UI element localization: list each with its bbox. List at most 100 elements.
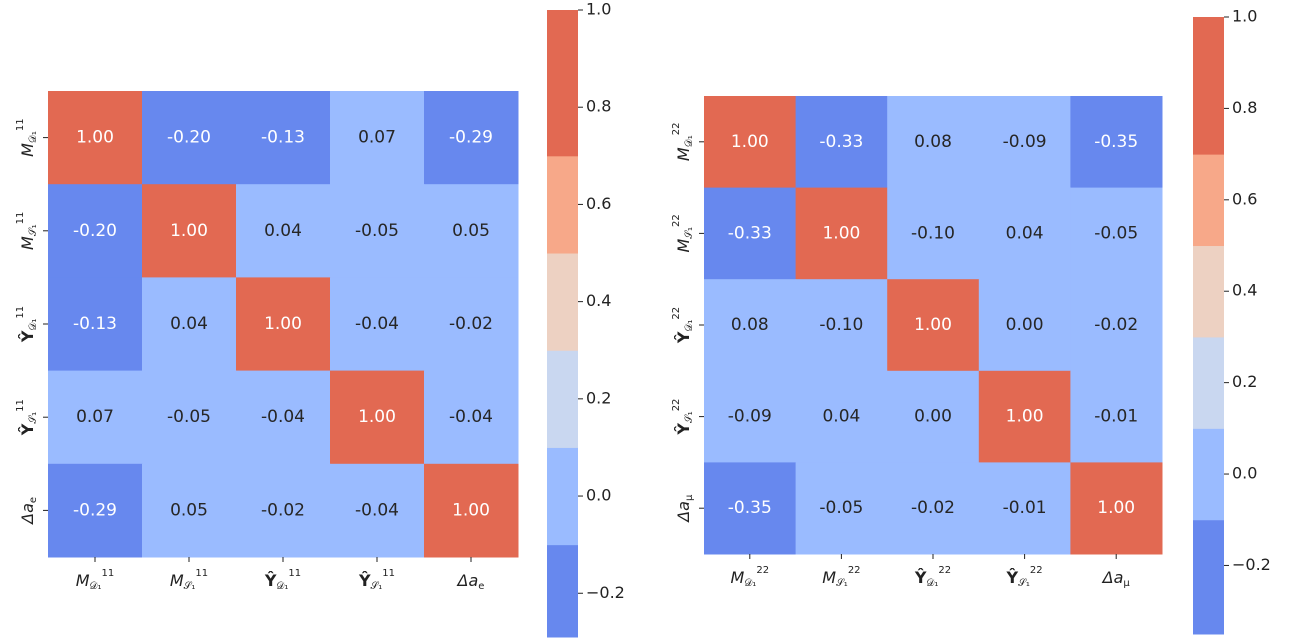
x-tick-label: M𝒟₁11 (76, 568, 115, 592)
heatmap-cell (887, 279, 980, 372)
cell-value-label: 0.07 (358, 128, 396, 148)
y-tick-label: M𝒟₁11 (15, 118, 39, 157)
colorbar-tick-label: 1.0 (1232, 7, 1257, 26)
colorbar-tick-label: 0.2 (586, 388, 611, 407)
heatmap-cell (424, 370, 519, 465)
heatmap-cell (704, 96, 797, 189)
cell-value-label: -0.04 (355, 314, 399, 334)
cell-value-label: -0.10 (911, 223, 955, 243)
cell-value-label: -0.35 (1094, 132, 1138, 152)
heatmap-cell (704, 187, 797, 280)
cell-value-label: 1.00 (822, 223, 860, 243)
heatmap-cell (978, 279, 1071, 372)
colorbar-tick-label: 0.8 (1232, 98, 1257, 117)
heatmap-cell (236, 370, 331, 465)
heatmap-cell (978, 462, 1071, 555)
heatmap-cell (142, 370, 237, 465)
heatmap-cell (330, 370, 425, 465)
heatmap-cell (236, 463, 331, 558)
cell-value-label: -0.10 (819, 315, 863, 335)
cell-value-label: -0.29 (449, 128, 493, 148)
colorbar-tick-label: −0.2 (586, 583, 625, 602)
heatmap-cell (1070, 279, 1163, 372)
colorbar-tick-label: 0.6 (586, 194, 611, 213)
heatmap-cell (704, 279, 797, 372)
x-tick-label: Ŷ𝒟₁22 (914, 565, 951, 589)
colorbar-segment (547, 544, 578, 638)
cell-value-label: -0.02 (911, 498, 955, 518)
cell-value-label: 1.00 (264, 314, 302, 334)
cell-value-label: -0.35 (728, 498, 772, 518)
heatmap-left: 1.00 -0.20 -0.13 0.07 -0.29 -0.20 1.00 0.04 -0.0… (15, 91, 519, 592)
cell-value-label: -0.05 (1094, 223, 1138, 243)
cell-value-label: 0.04 (822, 407, 860, 427)
colorbar-segment (547, 10, 578, 157)
heatmap-cell (48, 91, 143, 185)
cell-value-label: 0.04 (264, 221, 302, 241)
cell-value-label: 1.00 (76, 128, 114, 148)
heatmap-cell (424, 91, 519, 185)
heatmap-cell (424, 463, 519, 558)
cell-value-label: 0.05 (170, 500, 208, 520)
heatmap-cell (704, 462, 797, 555)
cell-value-label: 1.00 (1097, 498, 1135, 518)
y-tick-label: Ŷ𝒟₁11 (15, 306, 39, 343)
cell-value-label: -0.05 (819, 498, 863, 518)
cell-value-label: 0.04 (170, 314, 208, 334)
heatmap-cell (330, 91, 425, 185)
colorbar-segment (547, 155, 578, 254)
heatmap-cell (236, 91, 331, 185)
heatmap-cell (48, 277, 143, 372)
cell-value-label: 1.00 (358, 407, 396, 427)
heatmap-cell (704, 370, 797, 463)
cell-value-label: -0.20 (73, 221, 117, 241)
colorbar-tick-label: −0.2 (1232, 555, 1271, 574)
heatmap-cell (142, 184, 237, 278)
cell-value-label: 1.00 (452, 500, 490, 520)
cell-value-label: 1.00 (731, 132, 769, 152)
cell-value-label: -0.01 (1003, 498, 1047, 518)
cell-value-label: 0.08 (914, 132, 952, 152)
heatmap-cell (887, 370, 980, 463)
heatmap-cell (142, 463, 237, 558)
colorbar-segment (1193, 519, 1224, 635)
y-tick-label: M𝒮₁11 (15, 212, 39, 250)
cell-value-label: -0.04 (261, 407, 305, 427)
y-tick-label: M𝒟₁22 (671, 123, 695, 162)
heatmap-cell (795, 96, 888, 189)
cell-value-label: -0.01 (1094, 407, 1138, 427)
cell-value-label: -0.20 (167, 128, 211, 148)
heatmap-cell (48, 184, 143, 278)
heatmap-cell (1070, 187, 1163, 280)
heatmap-cell (795, 370, 888, 463)
heatmap-cell (795, 462, 888, 555)
heatmap-cell (142, 91, 237, 185)
cell-value-label: -0.02 (261, 500, 305, 520)
cell-value-label: -0.13 (73, 314, 117, 334)
cell-value-label: -0.29 (73, 500, 117, 520)
heatmap-cell (795, 279, 888, 372)
y-tick-label: M𝒮₁22 (671, 214, 695, 252)
colorbar-segment (1193, 17, 1224, 155)
cell-value-label: -0.05 (355, 221, 399, 241)
cell-value-label: -0.04 (355, 500, 399, 520)
heatmap-cell (978, 370, 1071, 463)
cell-value-label: 1.00 (1006, 407, 1044, 427)
colorbar-left: 1.0 0.8 0.6 0.4 0.2 0.0 −0.2 (547, 0, 625, 638)
heatmap-cell (236, 277, 331, 372)
heatmap-cell (887, 96, 980, 189)
cell-value-label: 0.07 (76, 407, 114, 427)
heatmap-right: 1.00 -0.33 0.08 -0.09 -0.35 -0.33 1.00 -0.10 0.0… (671, 96, 1163, 589)
x-tick-label: Δaμ (1101, 568, 1131, 590)
x-tick-label: M𝒟₁22 (731, 565, 770, 589)
heatmap-cell (330, 463, 425, 558)
heatmap-cell (1070, 462, 1163, 555)
heatmap-cell (330, 277, 425, 372)
colorbar-segment (547, 350, 578, 448)
cell-value-label: -0.05 (167, 407, 211, 427)
colorbar-tick-label: 0.2 (1232, 372, 1257, 391)
cell-value-label: -0.09 (1003, 132, 1047, 152)
heatmap-cell (330, 184, 425, 278)
y-tick-label: Ŷ𝒮₁11 (15, 399, 39, 436)
